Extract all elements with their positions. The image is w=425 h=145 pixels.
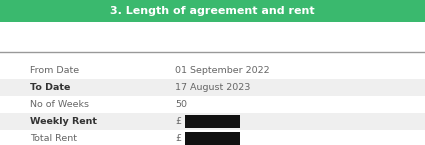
Text: 01 September 2022: 01 September 2022 [175, 66, 269, 75]
Text: To Date: To Date [30, 83, 71, 92]
Text: £: £ [175, 117, 181, 126]
Text: Total Rent: Total Rent [30, 134, 77, 143]
Text: 3. Length of agreement and rent: 3. Length of agreement and rent [110, 6, 315, 16]
Bar [0, 113, 425, 130]
Text: Weekly Rent: Weekly Rent [30, 117, 97, 126]
Bar [0, 79, 425, 96]
Text: £: £ [175, 134, 181, 143]
Bar [185, 115, 240, 128]
Text: From Date: From Date [30, 66, 79, 75]
Text: 50: 50 [175, 100, 187, 109]
Text: No of Weeks: No of Weeks [30, 100, 89, 109]
Bar [185, 132, 240, 145]
Text: 17 August 2023: 17 August 2023 [175, 83, 250, 92]
Bar [0, 0, 425, 22]
